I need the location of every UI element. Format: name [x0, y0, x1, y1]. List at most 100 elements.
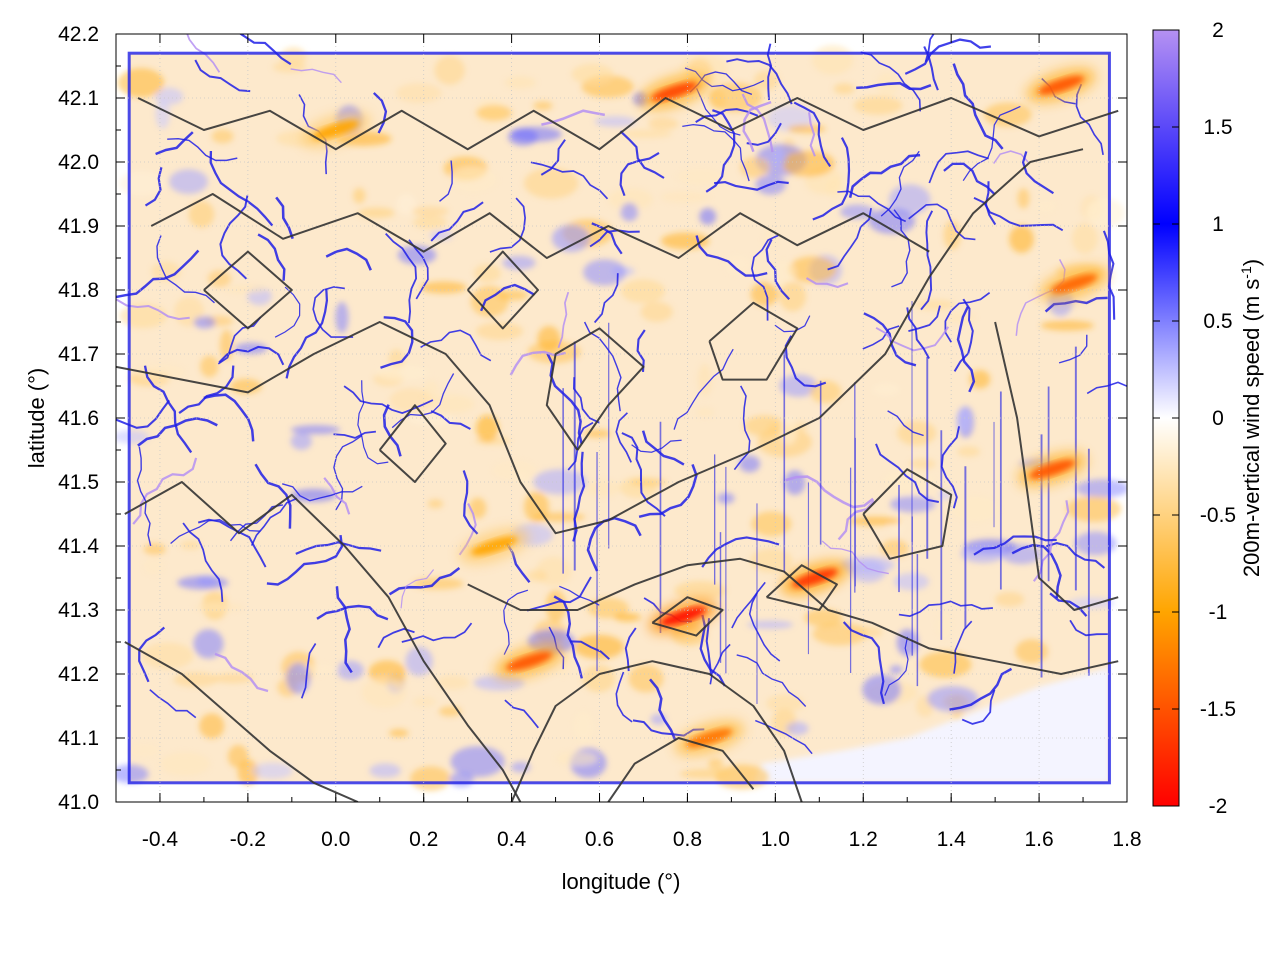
- y-tick-label: 41.7: [58, 343, 99, 366]
- ridge-line: [812, 137, 851, 221]
- y-tick-label: 41.8: [58, 279, 99, 302]
- field-blob: [583, 259, 626, 286]
- x-tick-label: 1.8: [1112, 828, 1141, 851]
- field-blob: [787, 124, 826, 134]
- ridge-line: [546, 353, 583, 445]
- field-blob: [750, 282, 779, 307]
- field-blob: [825, 177, 843, 198]
- field-blob: [788, 256, 837, 283]
- field-blob: [784, 470, 806, 495]
- field-blob: [890, 495, 936, 513]
- ridge-line: [238, 34, 292, 66]
- terrain-contours: [116, 97, 1119, 802]
- field-blob: [699, 208, 717, 225]
- ridge-line: [949, 667, 1013, 711]
- ridge-line: [400, 569, 435, 609]
- contour-line: [466, 250, 539, 330]
- ridge-line: [380, 316, 414, 369]
- field-blob: [582, 664, 616, 693]
- ridge-line: [1044, 296, 1108, 313]
- ridge-line: [875, 443, 939, 503]
- field-blob: [804, 608, 843, 627]
- field-texture: [116, 45, 1127, 791]
- field-blob: [116, 430, 150, 444]
- contour-line: [116, 148, 1084, 535]
- ridge-line: [1069, 619, 1108, 637]
- x-tick-label: 0.8: [673, 828, 702, 851]
- ridge-line: [696, 88, 741, 136]
- field-blob: [724, 254, 751, 274]
- field-blob: [142, 642, 194, 669]
- field-blob: [369, 763, 401, 778]
- field-blob: [868, 208, 916, 235]
- field-blob: [199, 713, 225, 739]
- ridge-line: [1049, 592, 1088, 617]
- ridge-line: [430, 201, 484, 242]
- ridge-line: [156, 235, 215, 304]
- ridge-line: [1011, 544, 1062, 599]
- ridge-line: [736, 654, 807, 707]
- x-axis-title: longitude (°): [562, 869, 681, 894]
- field-blob: [660, 191, 710, 203]
- ridge-line: [275, 196, 294, 240]
- ridge-line: [385, 232, 418, 324]
- field-blob: [620, 129, 672, 139]
- field-blob: [751, 511, 792, 537]
- field-blob: [118, 170, 165, 197]
- field-blob: [620, 202, 639, 222]
- field-blob: [841, 625, 883, 639]
- field-blob: [1035, 200, 1057, 213]
- field-blob: [117, 68, 165, 98]
- field-blob: [177, 575, 229, 590]
- field-blob: [750, 548, 793, 573]
- ridge-line: [357, 380, 389, 465]
- ridge-line: [586, 516, 642, 572]
- ridge-line: [973, 197, 1064, 232]
- y-axis-title: latitude (°): [24, 368, 49, 469]
- grid-layer: [116, 34, 1127, 802]
- field-blob: [1040, 320, 1094, 331]
- field-blob: [781, 150, 835, 177]
- contour-line: [510, 660, 803, 802]
- contour-line: [124, 481, 522, 802]
- field-blob: [469, 497, 487, 519]
- ridge-line: [312, 286, 354, 338]
- field-blob: [533, 469, 587, 495]
- field-blob: [1072, 223, 1098, 255]
- contour-line: [994, 321, 1119, 611]
- field-blob: [188, 200, 215, 228]
- ridge-line: [136, 446, 152, 547]
- field-blob: [983, 102, 1032, 127]
- field-blob: [223, 285, 267, 294]
- near-zero-region: [753, 667, 1110, 783]
- field-blob: [697, 363, 712, 396]
- ridge-line: [638, 463, 698, 519]
- field-blob: [551, 224, 590, 253]
- field-blob: [497, 289, 529, 301]
- ridge-line: [649, 678, 677, 741]
- ridge-line: [489, 197, 526, 253]
- colorbar-tick-label: -1.5: [1200, 698, 1236, 721]
- field-blob: [747, 620, 794, 629]
- field-blob: [1009, 225, 1034, 253]
- field-blob: [850, 560, 886, 583]
- feature-core: [1029, 459, 1076, 479]
- ridge-line: [961, 689, 996, 725]
- y-tick-label: 42.2: [58, 23, 99, 46]
- ridge-line: [713, 180, 789, 191]
- ridge-line: [631, 439, 682, 453]
- y-tick-label: 41.6: [58, 407, 99, 430]
- x-tick-label: -0.2: [230, 828, 266, 851]
- ridge-line: [388, 566, 461, 596]
- field-blob: [1086, 198, 1125, 228]
- field-blob: [1074, 531, 1117, 556]
- ridge-line: [439, 160, 453, 202]
- ridge-line: [920, 210, 934, 311]
- colorbar-tick-label: 2: [1212, 19, 1224, 42]
- ridge-line: [503, 589, 529, 655]
- field-blob: [492, 459, 537, 481]
- ridge-line: [860, 51, 921, 112]
- field-blob: [573, 634, 624, 659]
- ridge-line: [462, 470, 479, 535]
